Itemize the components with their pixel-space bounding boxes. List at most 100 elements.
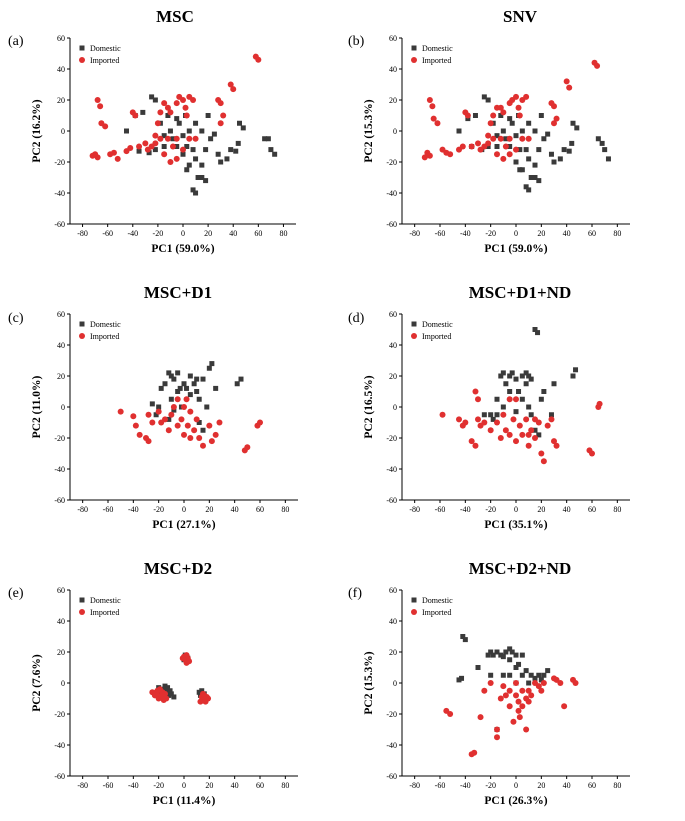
data-point-imported xyxy=(594,62,601,69)
y-tick-label: 40 xyxy=(57,341,65,350)
x-tick-label: 40 xyxy=(231,781,239,790)
y-tick-label: 60 xyxy=(57,34,65,43)
series-imported xyxy=(117,396,263,454)
x-axis-label: PC1 (59.0%) xyxy=(151,243,214,255)
data-point-domestic xyxy=(551,159,557,165)
data-point-imported xyxy=(162,416,168,423)
data-point-domestic xyxy=(599,140,605,146)
data-point-domestic xyxy=(190,187,196,193)
data-point-imported xyxy=(130,413,137,420)
data-point-imported xyxy=(132,422,139,429)
data-point-imported xyxy=(513,93,519,100)
data-point-domestic xyxy=(184,144,190,149)
data-point-domestic xyxy=(498,373,504,379)
data-point-domestic xyxy=(272,151,278,157)
y-tick-label: 40 xyxy=(389,65,397,74)
data-point-imported xyxy=(169,143,176,150)
data-point-imported xyxy=(490,135,497,142)
data-point-domestic xyxy=(517,147,523,153)
y-tick-label: 60 xyxy=(389,34,397,43)
data-point-domestic xyxy=(206,365,212,371)
data-point-domestic xyxy=(485,97,491,103)
data-point-imported xyxy=(551,438,557,445)
data-point-domestic xyxy=(538,113,544,118)
data-point-domestic xyxy=(548,151,554,157)
panel-e: MSC+D2 (e) -60 -40 -20 0 20 40 60 -80 -60 -40 -20 0 20… xyxy=(8,559,298,807)
data-point-domestic xyxy=(509,370,515,376)
data-point-imported xyxy=(160,697,167,704)
data-point-domestic xyxy=(462,637,468,643)
data-point-domestic xyxy=(171,694,177,700)
data-point-domestic xyxy=(569,140,575,146)
data-point-imported xyxy=(174,396,181,403)
data-point-domestic xyxy=(460,634,466,639)
data-point-imported xyxy=(506,687,513,694)
y-tick-label: -40 xyxy=(386,189,397,198)
data-point-imported xyxy=(421,154,428,161)
data-point-domestic xyxy=(199,162,205,168)
x-tick-label: 0 xyxy=(514,781,518,790)
data-point-imported xyxy=(500,155,507,162)
data-point-imported xyxy=(532,435,538,441)
x-tick-label: -60 xyxy=(435,781,446,790)
x-tick-label: -80 xyxy=(409,505,420,514)
data-point-domestic xyxy=(168,396,174,402)
x-tick-label: 80 xyxy=(613,229,621,238)
data-point-imported xyxy=(156,686,163,693)
x-tick-label: -60 xyxy=(103,781,114,790)
data-point-domestic xyxy=(168,691,174,697)
data-point-domestic xyxy=(262,136,268,142)
x-axis-label: PC1 (35.1%) xyxy=(484,519,547,531)
data-point-imported xyxy=(154,120,161,127)
data-point-domestic xyxy=(199,688,205,694)
x-tick-label: 80 xyxy=(281,505,289,514)
data-point-domestic xyxy=(602,147,608,153)
x-tick-label: 0 xyxy=(182,781,186,790)
legend-label-imported: Imported xyxy=(422,56,451,65)
data-point-domestic xyxy=(494,649,500,655)
data-point-imported xyxy=(471,749,478,756)
data-point-imported xyxy=(515,698,522,705)
data-point-domestic xyxy=(196,420,202,425)
x-axis-label: PC1 (26.3%) xyxy=(484,795,547,807)
data-point-imported xyxy=(540,680,547,686)
x-tick-label: 0 xyxy=(181,229,185,238)
data-point-domestic xyxy=(196,689,202,695)
data-point-domestic xyxy=(166,416,172,422)
data-point-imported xyxy=(165,427,172,434)
data-point-domestic xyxy=(570,373,576,379)
panel-a: MSC (a) -60 -40 -20 0 20 40 60 -80 -60 -40 -20 0 20 40 6… xyxy=(8,7,296,255)
data-point-imported xyxy=(494,726,500,733)
legend-label-imported: Imported xyxy=(90,608,119,617)
data-point-domestic xyxy=(186,162,192,168)
data-point-domestic xyxy=(193,190,199,196)
x-tick-label: 40 xyxy=(563,781,571,790)
data-point-domestic xyxy=(523,381,529,387)
data-point-imported xyxy=(184,422,191,429)
data-point-domestic xyxy=(488,412,494,418)
data-point-domestic xyxy=(538,677,544,683)
data-point-imported xyxy=(506,151,513,158)
data-point-domestic xyxy=(498,113,504,118)
series-imported xyxy=(439,388,603,465)
data-point-imported xyxy=(447,151,454,158)
series-imported xyxy=(443,675,579,758)
series-imported xyxy=(149,652,212,705)
data-point-imported xyxy=(516,422,523,429)
data-point-imported xyxy=(94,154,101,161)
data-point-domestic xyxy=(551,381,557,387)
data-point-domestic xyxy=(513,652,519,658)
data-point-imported xyxy=(502,692,509,699)
data-point-imported xyxy=(485,132,492,139)
data-point-imported xyxy=(187,435,194,441)
data-point-imported xyxy=(557,680,564,686)
x-tick-label: -20 xyxy=(153,505,164,514)
x-tick-label: -20 xyxy=(485,781,496,790)
data-point-domestic xyxy=(517,167,523,173)
data-point-domestic xyxy=(545,668,551,674)
y-tick-label: -20 xyxy=(54,434,65,443)
y-tick-label: 0 xyxy=(61,127,65,136)
data-point-imported xyxy=(168,411,175,418)
panel-title: MSC+D1+ND xyxy=(469,283,571,302)
data-point-domestic xyxy=(146,150,152,156)
